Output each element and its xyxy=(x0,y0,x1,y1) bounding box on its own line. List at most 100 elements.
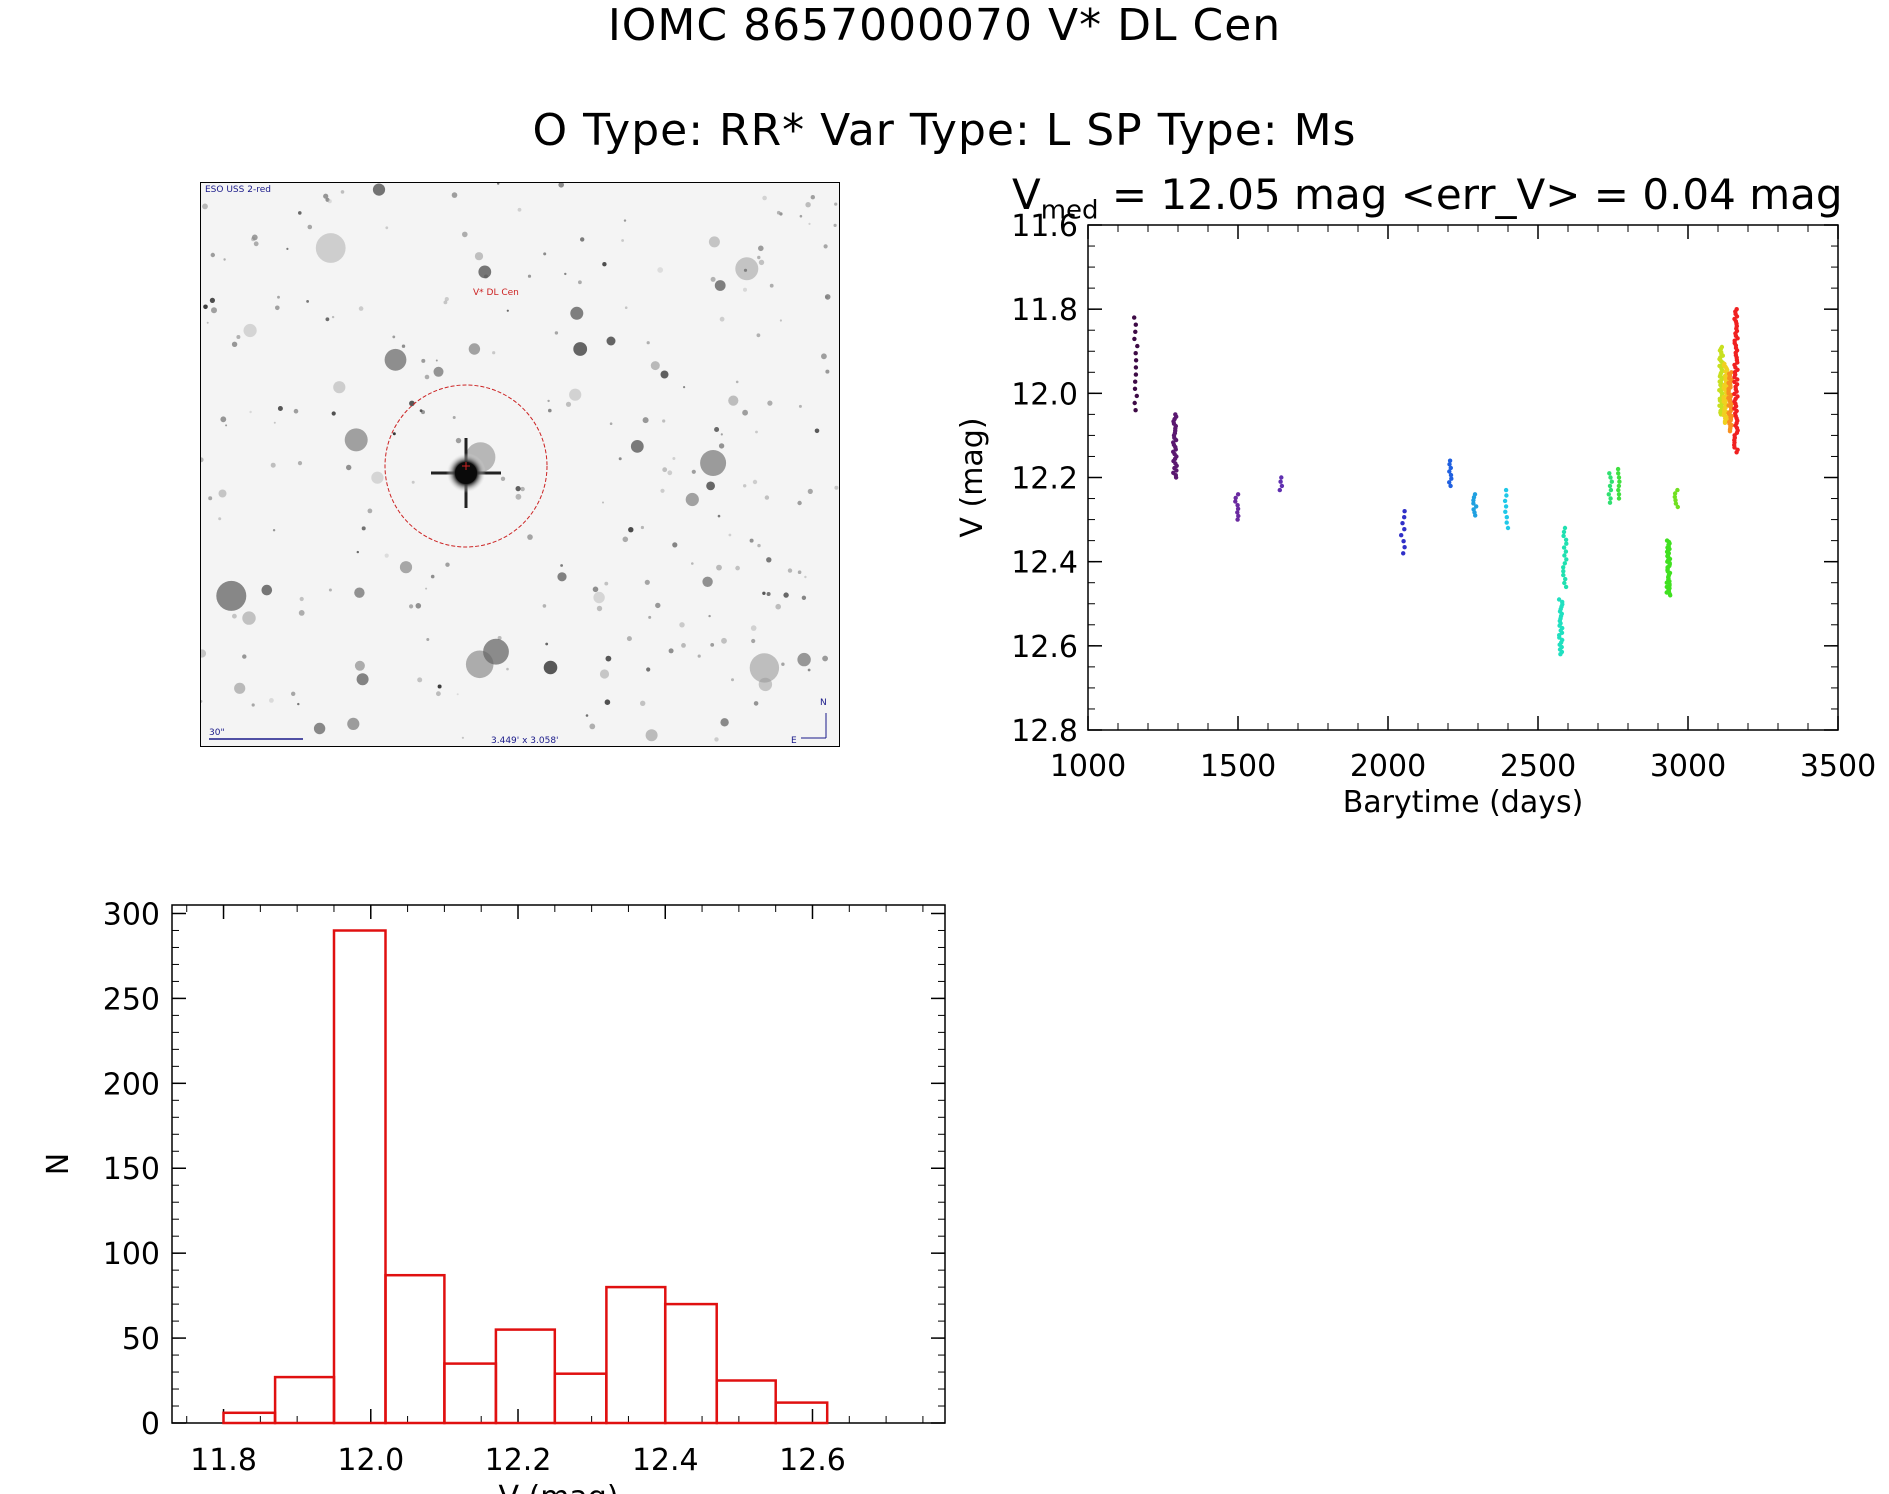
data-point xyxy=(1719,389,1724,395)
data-point xyxy=(1559,611,1565,616)
field-star xyxy=(743,287,747,292)
field-star xyxy=(822,655,828,662)
x-tick-label: 3000 xyxy=(1650,749,1726,784)
data-point xyxy=(1735,336,1740,341)
y-tick-label: 300 xyxy=(103,897,160,932)
field-star xyxy=(506,309,509,312)
data-point xyxy=(1402,545,1407,550)
data-point xyxy=(1616,471,1621,476)
field-star xyxy=(392,335,396,339)
histogram-chart: 11.8 12.0 12.2 12.4 12.6 0 50 100 150 200 250 300 V … xyxy=(41,897,946,1494)
data-point xyxy=(1173,437,1179,443)
data-point xyxy=(1733,345,1739,351)
size-label: 3.449' x 3.058' xyxy=(491,736,559,746)
field-star xyxy=(728,395,739,406)
data-point xyxy=(1665,558,1671,563)
data-point xyxy=(1135,343,1140,349)
data-point xyxy=(1401,551,1406,556)
star-field xyxy=(201,183,839,742)
field-star xyxy=(650,361,660,371)
field-star xyxy=(714,427,720,432)
data-point xyxy=(1724,366,1729,371)
data-point xyxy=(1724,390,1729,395)
data-point xyxy=(1733,401,1738,406)
data-point xyxy=(1735,447,1740,452)
data-point xyxy=(1721,396,1726,401)
field-star xyxy=(231,341,238,347)
data-point xyxy=(1171,449,1176,454)
caption-v: V xyxy=(1012,170,1041,219)
data-point xyxy=(1723,405,1728,410)
field-star xyxy=(668,648,674,654)
data-point xyxy=(1721,385,1727,391)
field-star xyxy=(261,584,273,596)
data-point xyxy=(1171,458,1176,464)
data-point xyxy=(1608,475,1613,480)
field-star xyxy=(716,564,722,571)
data-point xyxy=(1505,525,1511,531)
data-point xyxy=(1733,413,1738,419)
field-star xyxy=(596,605,603,612)
field-star xyxy=(766,592,771,596)
field-star xyxy=(307,224,313,230)
data-point xyxy=(1448,465,1454,471)
field-star xyxy=(297,702,300,706)
data-point xyxy=(1172,435,1177,440)
data-point xyxy=(1172,451,1177,457)
data-point xyxy=(1726,391,1731,396)
field-star xyxy=(515,486,521,492)
target-circle xyxy=(384,384,548,548)
data-point xyxy=(1719,400,1725,405)
field-star xyxy=(443,300,448,305)
field-star xyxy=(461,736,464,739)
data-point xyxy=(1447,458,1453,463)
field-star xyxy=(545,642,549,646)
data-point xyxy=(1172,465,1177,471)
data-point xyxy=(1472,510,1477,515)
field-star xyxy=(517,207,522,212)
data-point xyxy=(1726,380,1731,386)
field-star xyxy=(225,424,228,427)
data-point xyxy=(1173,447,1179,452)
field-star xyxy=(243,323,257,338)
field-star xyxy=(325,197,330,202)
data-point xyxy=(1723,401,1728,406)
y-axis-label: V (mag) xyxy=(955,417,990,537)
field-star xyxy=(640,700,646,706)
data-point xyxy=(1503,487,1509,493)
data-point xyxy=(1449,476,1454,481)
field-star xyxy=(543,252,547,256)
field-star xyxy=(720,433,723,436)
field-star xyxy=(275,305,280,311)
field-star xyxy=(764,495,770,500)
data-point xyxy=(1717,396,1723,401)
field-star xyxy=(570,306,584,320)
data-point xyxy=(1728,418,1733,423)
field-star xyxy=(251,703,255,707)
data-point xyxy=(1733,353,1739,358)
data-point xyxy=(1734,314,1740,319)
data-point xyxy=(1675,487,1680,493)
data-point xyxy=(1133,365,1139,370)
data-point xyxy=(1721,363,1727,368)
field-star xyxy=(783,592,789,598)
data-point xyxy=(1557,642,1562,647)
y-tick-label: 0 xyxy=(141,1407,160,1442)
data-point xyxy=(1134,393,1140,399)
field-star xyxy=(814,428,820,434)
data-point xyxy=(1668,593,1673,598)
field-star xyxy=(642,417,649,424)
data-point xyxy=(1723,364,1728,370)
data-point xyxy=(1734,382,1740,387)
data-point xyxy=(1732,440,1737,445)
field-star xyxy=(445,562,450,567)
field-star xyxy=(589,723,596,730)
data-point xyxy=(1562,525,1568,531)
field-star xyxy=(585,714,589,717)
data-point xyxy=(1171,440,1176,445)
data-point xyxy=(1724,384,1730,389)
data-point xyxy=(1734,416,1739,421)
data-point xyxy=(1667,570,1673,576)
data-point xyxy=(1726,386,1731,392)
data-point xyxy=(1666,542,1671,547)
